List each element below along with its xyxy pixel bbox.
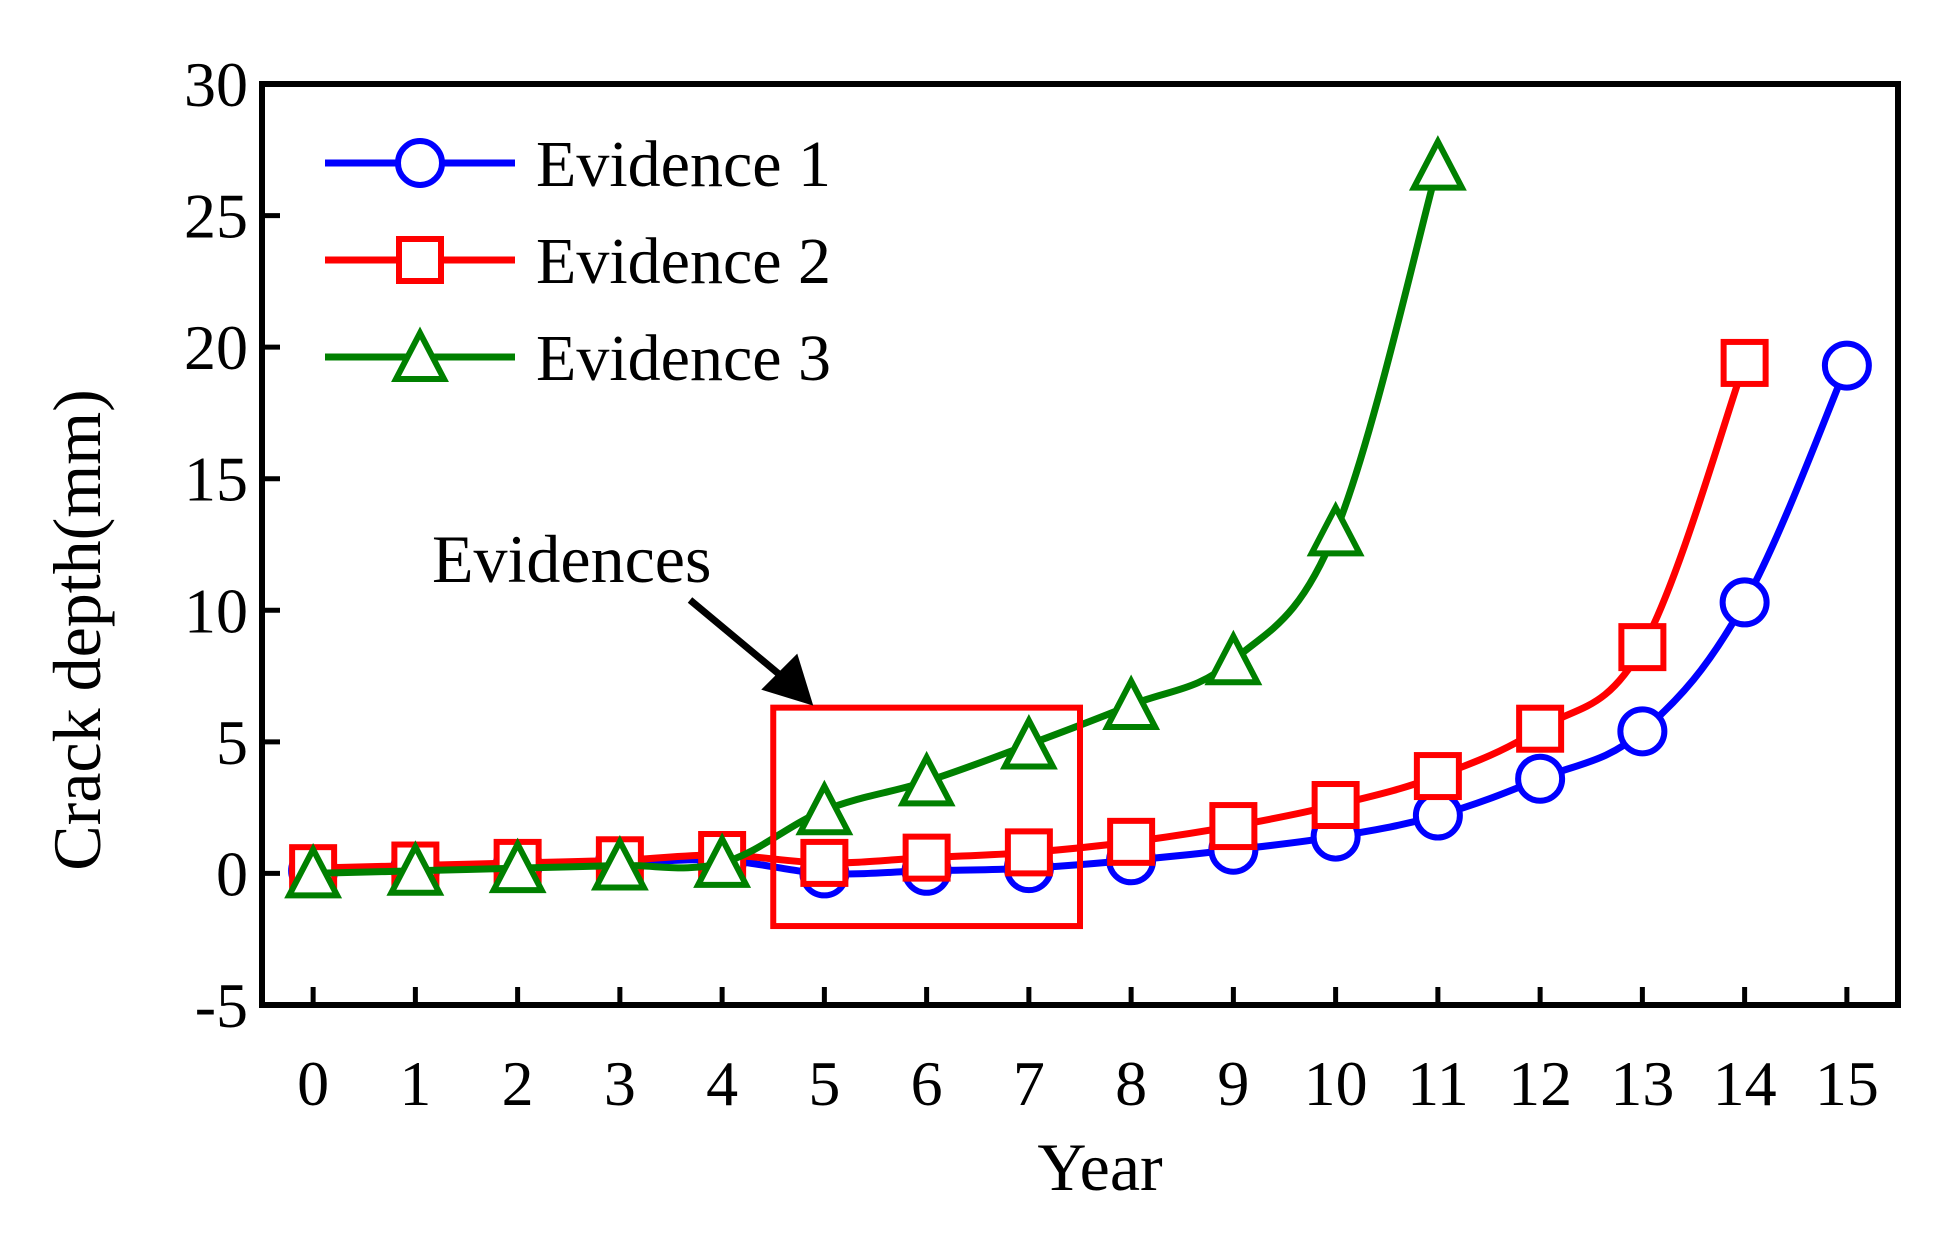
series-3 [284, 135, 1467, 899]
data-point [999, 714, 1058, 770]
legend-label: Evidence 2 [536, 225, 831, 298]
legend-marker [395, 138, 445, 188]
y-axis-title: Crack depth(mm) [39, 389, 115, 871]
x-tick-label: 7 [1013, 1048, 1045, 1119]
annotation-label: Evidences [432, 521, 711, 597]
data-point [693, 832, 752, 888]
data-point [1821, 340, 1872, 391]
x-tick-label: 14 [1713, 1048, 1777, 1119]
data-point [1618, 623, 1667, 672]
data-point [1107, 817, 1156, 866]
y-tick-label: 20 [184, 312, 248, 383]
legend-item-3: Evidence 3 [325, 322, 831, 395]
legend-item-2: Evidence 2 [325, 225, 831, 298]
data-point [1004, 828, 1053, 877]
x-axis-title: Year [1037, 1129, 1163, 1205]
plot-frame [259, 81, 1901, 1008]
data-point [1719, 577, 1770, 628]
data-point [1617, 706, 1668, 757]
y-tick-label: 30 [184, 49, 248, 120]
data-point [488, 837, 547, 894]
data-point [1413, 752, 1462, 801]
x-tick-label: 9 [1217, 1048, 1249, 1119]
data-point [795, 779, 854, 836]
data-point [1515, 753, 1566, 804]
x-tick-label: 13 [1610, 1048, 1674, 1119]
y-tick-label: 15 [184, 444, 248, 515]
x-tick-label: 10 [1304, 1048, 1368, 1119]
data-point [1720, 338, 1769, 387]
x-tick-label: 5 [808, 1048, 840, 1119]
legend-marker [391, 326, 449, 382]
data-point [800, 838, 849, 887]
y-tick-label: 0 [216, 838, 248, 909]
x-tick-label: 1 [399, 1048, 431, 1119]
y-tick-label: 5 [216, 707, 248, 778]
legend-label: Evidence 3 [536, 322, 831, 395]
legend-item-1: Evidence 1 [325, 128, 831, 201]
y-tick-label: 10 [184, 575, 248, 646]
y-tick-label: 25 [184, 181, 248, 252]
highlight-box [770, 704, 1083, 930]
data-point [1204, 629, 1263, 686]
x-tick-label: 8 [1115, 1048, 1147, 1119]
data-point [897, 750, 956, 807]
x-tick-label: 4 [706, 1048, 738, 1119]
data-point [284, 842, 343, 899]
annotation-arrow-shaft [687, 597, 798, 691]
x-tick-label: 11 [1407, 1048, 1469, 1119]
data-point [1311, 781, 1360, 830]
series-2 [289, 338, 1769, 893]
legend-label: Evidence 1 [536, 128, 831, 201]
y-tick-label: -5 [195, 970, 248, 1041]
data-point [1412, 790, 1463, 841]
x-tick-label: 0 [297, 1048, 329, 1119]
data-point [1102, 674, 1161, 731]
data-point [1408, 135, 1467, 191]
x-tick-label: 15 [1815, 1048, 1879, 1119]
data-point [1209, 802, 1258, 851]
x-tick-label: 12 [1508, 1048, 1572, 1119]
legend-marker [396, 236, 444, 284]
data-point [590, 835, 649, 891]
x-tick-label: 2 [502, 1048, 534, 1119]
data-point [1306, 500, 1365, 557]
data-point [386, 840, 445, 896]
annotation-arrow-head [761, 653, 814, 706]
data-point [1516, 704, 1565, 753]
series-line [313, 164, 1442, 877]
x-tick-label: 6 [911, 1048, 943, 1119]
x-tick-label: 3 [604, 1048, 636, 1119]
data-point [902, 833, 951, 882]
